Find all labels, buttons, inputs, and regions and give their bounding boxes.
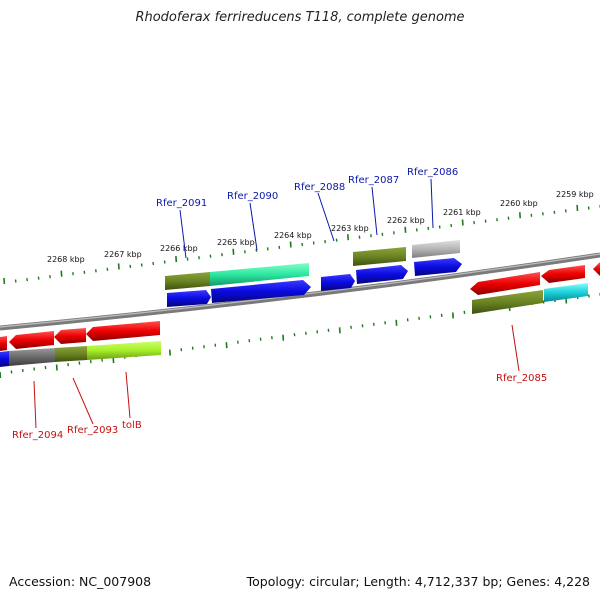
- gene-labels-bottom: Rfer_2094 Rfer_2093 tolB Rfer_2085: [12, 373, 547, 441]
- gene-label[interactable]: tolB: [122, 420, 142, 431]
- gene-rfer-2086-gray[interactable]: [412, 240, 460, 258]
- gene-forward-arrow[interactable]: [356, 265, 408, 284]
- kbp-label: 2268 kbp: [47, 255, 85, 264]
- accession-text: Accession: NC_007908: [9, 574, 152, 589]
- genome-summary: Topology: circular; Length: 4,712,337 bp…: [246, 574, 590, 589]
- gene-label[interactable]: Rfer_2094: [12, 430, 63, 441]
- gene-label[interactable]: Rfer_2086: [407, 167, 458, 178]
- gene-row-outer-top: [165, 240, 460, 290]
- gene-forward-arrow[interactable]: [167, 290, 211, 307]
- kbp-scale: 2268 kbp 2267 kbp 2266 kbp 2265 kbp 2264…: [47, 190, 594, 264]
- gene-label[interactable]: Rfer_2093: [67, 425, 118, 436]
- gene-cyan[interactable]: [544, 283, 588, 302]
- gene-label[interactable]: Rfer_2087: [348, 175, 399, 186]
- gene-rfer-2090-mint[interactable]: [210, 263, 309, 286]
- kbp-label: 2259 kbp: [556, 190, 594, 199]
- gene-label[interactable]: Rfer_2085: [496, 373, 547, 384]
- gene-reverse-arrow[interactable]: [86, 321, 160, 341]
- gene-reverse-arrow[interactable]: [0, 336, 7, 351]
- kbp-label: 2266 kbp: [160, 244, 198, 253]
- gene-labels-top: Rfer_2091 Rfer_2090 Rfer_2088 Rfer_2087 …: [156, 167, 458, 209]
- kbp-label: 2262 kbp: [387, 216, 425, 225]
- genome-backbone: [0, 252, 600, 331]
- gene-rfer-2093-olive[interactable]: [55, 346, 87, 362]
- gene-reverse-arrow[interactable]: [470, 272, 540, 295]
- gene-reverse-arrow[interactable]: [54, 328, 86, 344]
- gene-label[interactable]: Rfer_2088: [294, 182, 345, 193]
- gene-row-reverse: [0, 262, 600, 351]
- gene-row-forward: [167, 258, 462, 307]
- kbp-label: 2263 kbp: [331, 224, 369, 233]
- label-leaders-top: [179, 178, 434, 259]
- gene-reverse-arrow[interactable]: [541, 265, 585, 283]
- kbp-label: 2261 kbp: [443, 208, 481, 217]
- gene-row-outer-bottom: [9, 283, 588, 366]
- map-title: Rhodoferax ferrireducens T118, complete …: [135, 10, 465, 25]
- gene-rfer-2091-olive[interactable]: [165, 272, 210, 290]
- gene-label[interactable]: Rfer_2090: [227, 191, 278, 202]
- label-leaders-bottom: [33, 324, 520, 429]
- kbp-label: 2260 kbp: [500, 199, 538, 208]
- kbp-label: 2265 kbp: [217, 238, 255, 247]
- gene-tolb-lime[interactable]: [87, 341, 161, 360]
- gene-rfer-2094-dark[interactable]: [9, 348, 55, 366]
- gene-forward-arrow-partial[interactable]: [0, 351, 9, 367]
- gene-forward-arrow[interactable]: [321, 274, 355, 291]
- gene-label[interactable]: Rfer_2091: [156, 198, 207, 209]
- gene-forward-arrow[interactable]: [211, 280, 311, 303]
- kbp-label: 2267 kbp: [104, 250, 142, 259]
- gene-forward-arrow[interactable]: [414, 258, 462, 276]
- gene-rfer-2085-olive[interactable]: [472, 290, 543, 314]
- outer-tick-track: [3, 204, 600, 285]
- kbp-label: 2264 kbp: [274, 231, 312, 240]
- gene-rfer-2087-olive[interactable]: [353, 247, 406, 266]
- gene-reverse-arrow[interactable]: [9, 331, 54, 349]
- gene-reverse-arrow-partial[interactable]: [593, 262, 600, 276]
